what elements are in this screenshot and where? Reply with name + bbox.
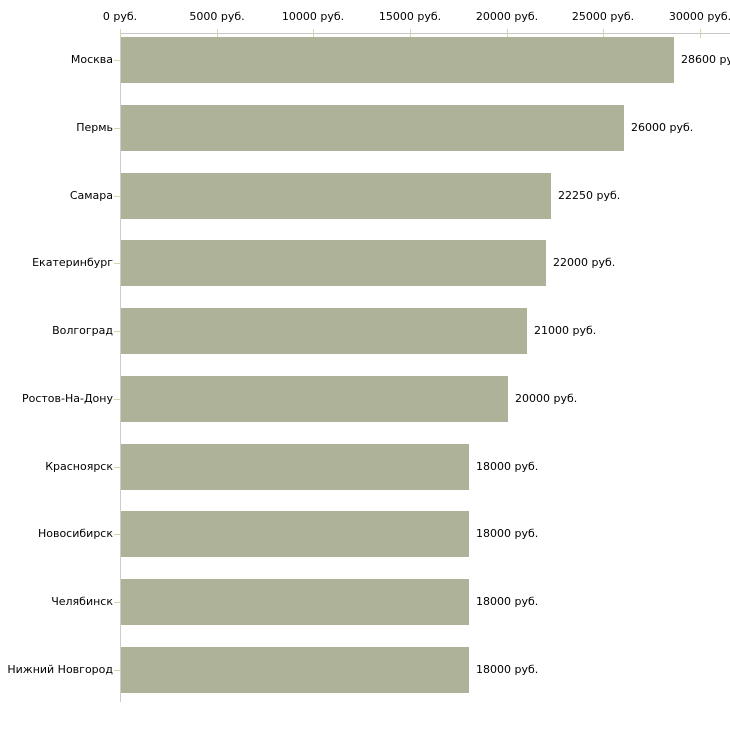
x-axis-tick-label: 30000 руб.: [668, 10, 730, 23]
category-label: Пермь: [76, 121, 113, 134]
y-axis-tick: [114, 399, 120, 400]
category-label: Нижний Новгород: [7, 663, 113, 676]
x-axis-tick: [603, 29, 604, 38]
value-label: 21000 руб.: [534, 324, 597, 337]
x-axis-tick: [217, 29, 218, 38]
category-label: Ростов-На-Дону: [21, 392, 113, 405]
chart-row: Волгоград 21000 руб.: [0, 308, 730, 354]
chart-row: Самара 22250 руб.: [0, 173, 730, 219]
value-label: 22000 руб.: [553, 256, 616, 269]
bar: [121, 37, 674, 83]
bar: [121, 240, 546, 286]
value-label: 26000 руб.: [631, 121, 694, 134]
x-axis-tick: [120, 29, 121, 38]
chart-row: Новосибирск 18000 руб.: [0, 511, 730, 557]
category-label: Челябинск: [51, 595, 113, 608]
y-axis-tick: [114, 467, 120, 468]
y-axis-tick: [114, 196, 120, 197]
chart-row: Ростов-На-Дону 20000 руб.: [0, 376, 730, 422]
y-axis-tick: [114, 60, 120, 61]
category-label: Москва: [70, 53, 113, 66]
value-label: 18000 руб.: [476, 527, 539, 540]
value-label: 28600 руб.: [681, 53, 730, 66]
x-axis-tick-label: 5000 руб.: [189, 10, 245, 23]
x-axis-tick-label: 0 руб.: [102, 10, 138, 23]
x-axis-tick: [507, 29, 508, 38]
x-axis-tick-label: 10000 руб.: [281, 10, 345, 23]
x-axis-tick-label: 25000 руб.: [571, 10, 635, 23]
y-axis-tick: [114, 263, 120, 264]
x-axis-line: [120, 33, 730, 34]
bar: [121, 376, 508, 422]
value-label: 18000 руб.: [476, 460, 539, 473]
y-axis-tick: [114, 602, 120, 603]
bar: [121, 511, 469, 557]
value-label: 18000 руб.: [476, 663, 539, 676]
category-label: Волгоград: [52, 324, 113, 337]
y-axis-tick: [114, 534, 120, 535]
x-axis-tick: [313, 29, 314, 38]
bar: [121, 444, 469, 490]
value-label: 20000 руб.: [515, 392, 578, 405]
category-label: Самара: [69, 189, 113, 202]
chart-row: Красноярск 18000 руб.: [0, 444, 730, 490]
bar: [121, 173, 551, 219]
bar: [121, 579, 469, 625]
bar: [121, 647, 469, 693]
category-label: Новосибирск: [37, 527, 113, 540]
bar: [121, 308, 527, 354]
y-axis-tick: [114, 670, 120, 671]
chart-row: Пермь 26000 руб.: [0, 105, 730, 151]
x-axis-tick: [410, 29, 411, 38]
category-label: Екатеринбург: [32, 256, 113, 269]
y-axis-line: [120, 33, 121, 702]
value-label: 22250 руб.: [558, 189, 621, 202]
chart-row: Челябинск 18000 руб.: [0, 579, 730, 625]
y-axis-tick: [114, 128, 120, 129]
x-axis-tick-label: 15000 руб.: [378, 10, 442, 23]
y-axis-tick: [114, 331, 120, 332]
category-label: Красноярск: [45, 460, 113, 473]
chart-row: Москва 28600 руб.: [0, 37, 730, 83]
value-label: 18000 руб.: [476, 595, 539, 608]
x-axis-tick-label: 20000 руб.: [475, 10, 539, 23]
chart-row: Нижний Новгород 18000 руб.: [0, 647, 730, 693]
bar: [121, 105, 624, 151]
chart-row: Екатеринбург 22000 руб.: [0, 240, 730, 286]
x-axis-tick: [700, 29, 701, 38]
